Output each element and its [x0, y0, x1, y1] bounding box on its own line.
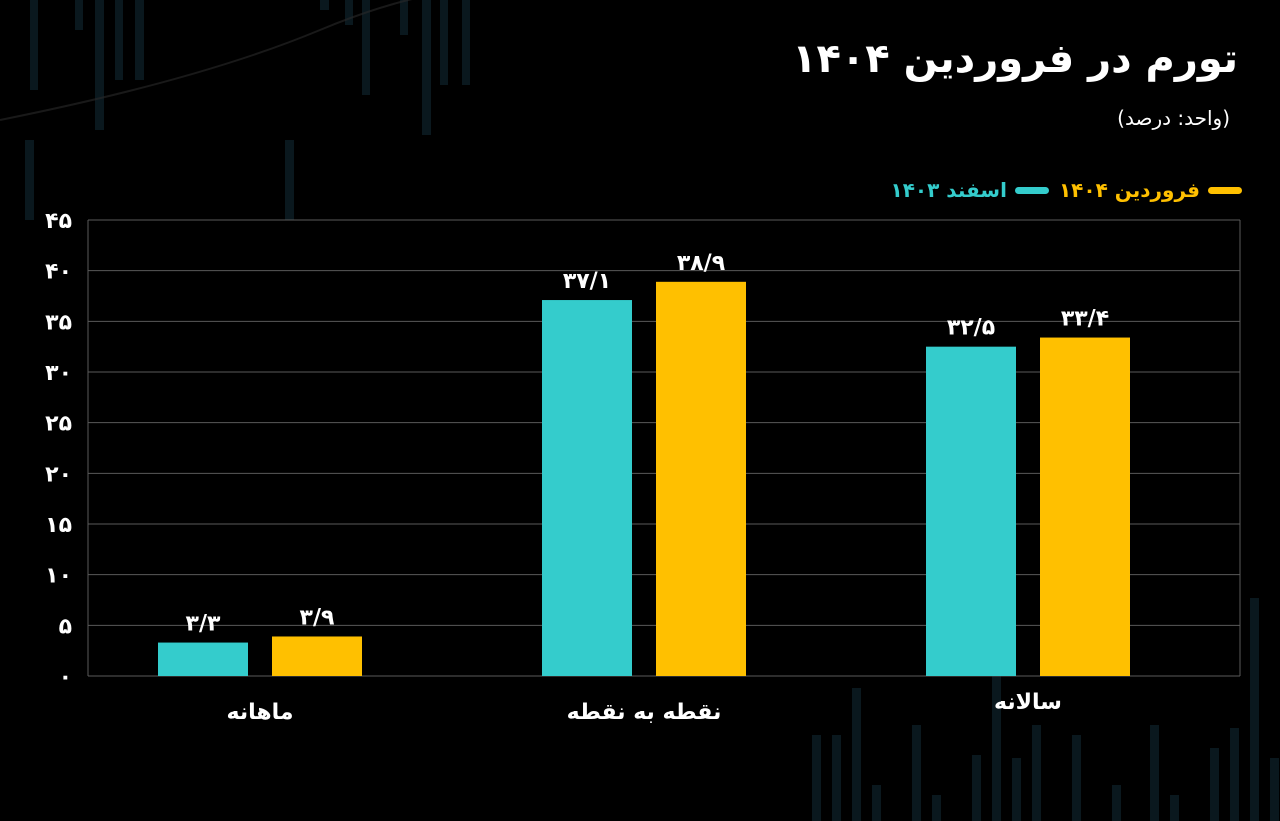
- y-tick-label: ۳۰: [45, 361, 72, 386]
- y-tick-label: ۳۵: [45, 310, 72, 335]
- category-label: سالانه: [994, 690, 1062, 715]
- bar-esfand: [158, 642, 248, 676]
- data-label: ۳۳/۴: [1061, 307, 1109, 332]
- data-labels: ۳/۳ ۳/۹ ۳۷/۱ ۳۸/۹ ۳۲/۵ ۳۳/۴: [186, 251, 1110, 637]
- legend-item-farvardin: فروردین ۱۴۰۴: [1059, 178, 1242, 202]
- y-axis-ticks: ۰ ۵ ۱۰ ۱۵ ۲۰ ۲۵ ۳۰ ۳۵ ۴۰ ۴۵: [45, 209, 72, 690]
- data-label: ۳۷/۱: [563, 269, 611, 294]
- bar-esfand: [542, 300, 632, 676]
- bars: [158, 281, 1130, 676]
- bar-farvardin: [1040, 337, 1130, 676]
- legend-item-esfand: اسفند ۱۴۰۳: [891, 178, 1049, 202]
- y-tick-label: ۴۵: [45, 209, 72, 234]
- bar-farvardin: [656, 281, 746, 676]
- y-tick-label: ۲۰: [45, 462, 72, 487]
- y-tick-label: ۱۵: [45, 513, 72, 538]
- y-tick-label: ۲۵: [45, 412, 72, 437]
- data-label: ۳/۹: [300, 605, 335, 630]
- y-tick-label: ۰: [59, 665, 72, 690]
- legend-label-farvardin: فروردین ۱۴۰۴: [1058, 178, 1200, 202]
- y-tick-label: ۴۰: [45, 260, 72, 285]
- y-tick-label: ۱۰: [45, 564, 72, 589]
- chart-subtitle: (واحد: درصد): [1117, 106, 1230, 130]
- y-tick-label: ۵: [59, 614, 72, 639]
- legend: فروردین ۱۴۰۴ اسفند ۱۴۰۳: [891, 178, 1242, 202]
- bar-esfand: [926, 346, 1016, 676]
- category-label: ماهانه: [226, 700, 294, 725]
- bar-farvardin: [272, 636, 362, 676]
- data-label: ۳/۳: [186, 612, 221, 637]
- legend-swatch-esfand: [1014, 186, 1049, 194]
- data-label: ۳۸/۹: [677, 251, 725, 276]
- legend-swatch-farvardin: [1208, 186, 1242, 194]
- legend-label-esfand: اسفند ۱۴۰۳: [890, 178, 1007, 202]
- category-label: نقطه به نقطه: [566, 700, 722, 725]
- data-label: ۳۲/۵: [947, 316, 995, 341]
- chart-title: تورم در فروردین ۱۴۰۴: [792, 36, 1238, 82]
